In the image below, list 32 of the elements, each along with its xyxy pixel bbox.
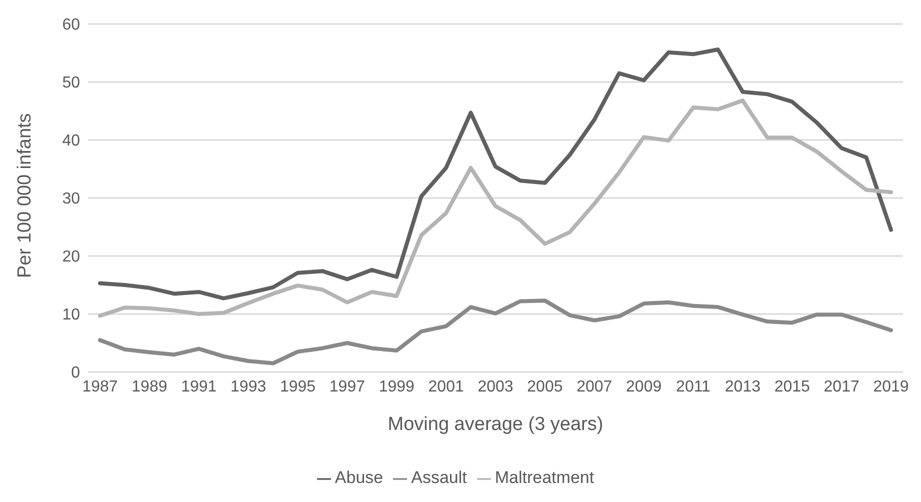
x-tick-label: 2001 [428,378,464,396]
x-tick-label: 2017 [824,378,860,396]
legend-label: Assault [411,468,467,487]
line-series [98,48,893,300]
y-tick-label: 30 [62,190,80,208]
x-tick-label: 2003 [478,378,514,396]
x-tick-label: 2013 [724,378,761,396]
legend-label: Abuse [334,468,384,487]
y-tick-label: 40 [62,132,80,150]
x-tick-label: 2019 [873,378,909,396]
x-tick-label: 1989 [132,378,168,396]
x-tick-label: 1991 [181,378,217,396]
y-tick-label: 50 [62,74,80,92]
y-tick-label: 10 [62,306,80,324]
y-axis-title: Per 100 000 infants [14,113,36,278]
line-series [98,298,893,366]
x-tick-label: 1999 [378,378,415,396]
x-tick-label: 1997 [329,378,366,396]
x-tick-label: 1993 [230,378,266,396]
x-axis-title: Moving average (3 years) [388,414,604,435]
x-tick-label: 1995 [280,378,316,396]
y-tick-label: 60 [62,16,80,34]
x-tick-label: 2015 [774,378,810,396]
x-tick-label: 2011 [676,378,711,396]
y-tick-label: 0 [71,364,80,382]
x-tick-label: 1987 [82,378,118,396]
x-tick-label: 2007 [576,378,612,396]
y-tick-label: 20 [62,248,80,266]
legend-label: Maltreatment [494,468,594,487]
line-series [98,98,893,318]
x-tick-label: 2005 [527,378,563,396]
x-tick-label: 2009 [626,378,662,396]
